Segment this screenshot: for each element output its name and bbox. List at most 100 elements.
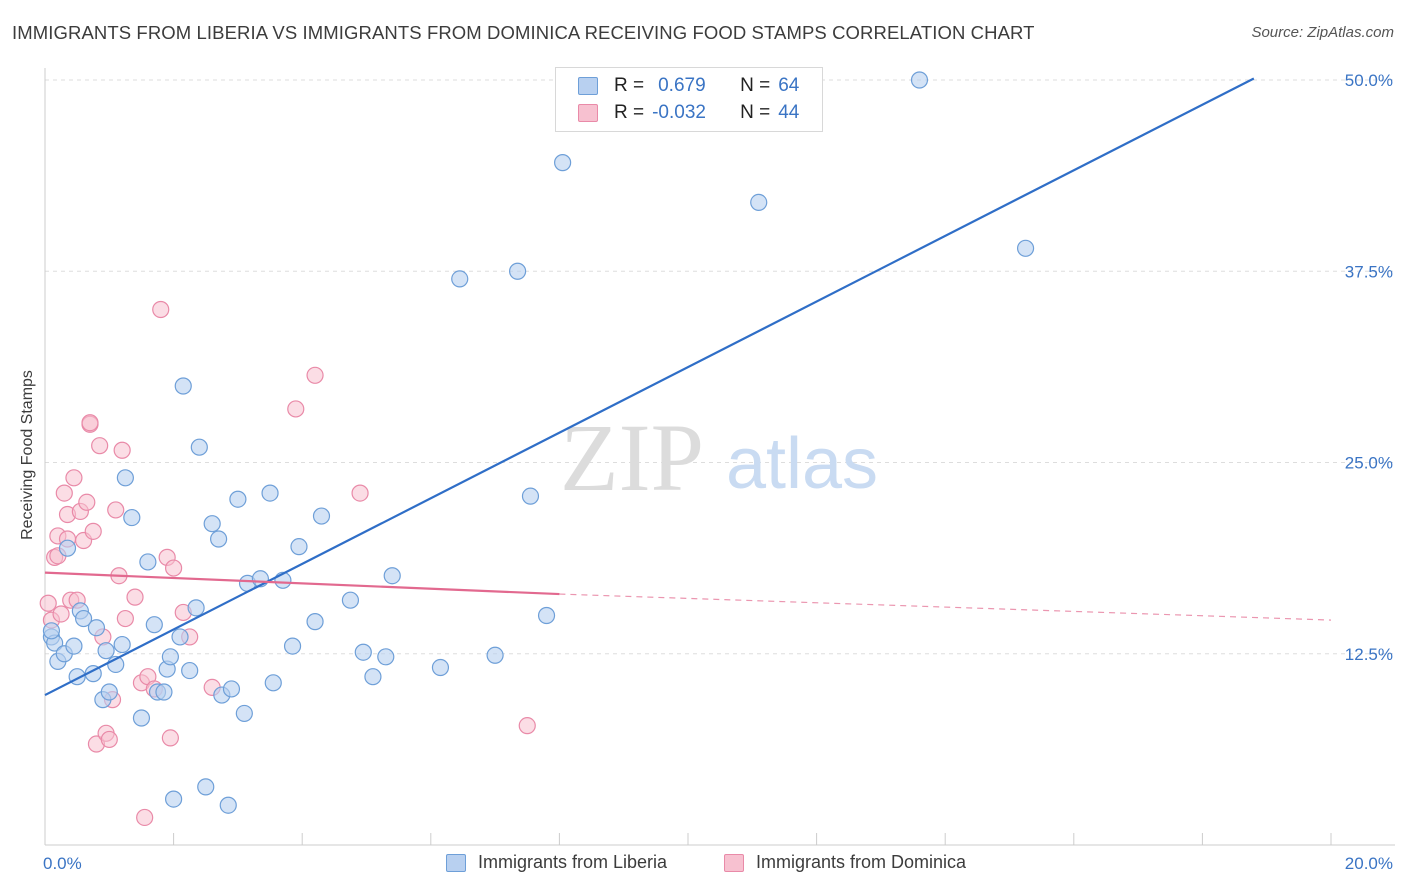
liberia-point xyxy=(42,622,61,640)
liberia-point xyxy=(187,599,205,617)
liberia-point xyxy=(306,613,324,631)
liberia-point xyxy=(341,591,360,609)
n-label: N = xyxy=(740,102,771,123)
liberia-point xyxy=(509,262,527,280)
r-label: R = xyxy=(614,102,645,123)
liberia-point xyxy=(264,674,282,692)
liberia-point xyxy=(431,658,450,677)
dominica-point xyxy=(287,400,305,418)
y-tick-label: 25.0% xyxy=(1345,454,1393,473)
chart-source: Source: ZipAtlas.com xyxy=(1251,24,1394,41)
legend-row-liberia: R = 0.679 N = 64 xyxy=(578,73,799,99)
liberia-point xyxy=(219,796,237,814)
legend-item-liberia[interactable]: Immigrants from Liberia xyxy=(446,852,667,873)
legend-label-dominica: Immigrants from Dominica xyxy=(756,852,967,872)
dominica-point xyxy=(136,808,154,827)
dominica-point xyxy=(116,609,134,628)
dominica-legend-icon xyxy=(724,853,744,872)
liberia-point xyxy=(174,377,192,395)
dominica-point xyxy=(518,717,536,735)
liberia-point xyxy=(229,490,247,508)
liberia-point xyxy=(750,193,768,211)
y-tick-label: 50.0% xyxy=(1345,71,1393,90)
dominica-point xyxy=(84,522,102,540)
liberia-point xyxy=(210,530,228,548)
grid xyxy=(45,79,1395,655)
dominica-point xyxy=(81,414,99,432)
liberia-point xyxy=(383,567,401,585)
liberia-point xyxy=(1016,239,1035,257)
liberia-point xyxy=(222,680,241,698)
liberia-point xyxy=(486,646,504,664)
liberia-point xyxy=(312,507,331,525)
liberia-point xyxy=(537,606,556,625)
liberia-point xyxy=(554,154,572,172)
dominica-trend-line xyxy=(44,571,560,596)
liberia-point xyxy=(87,619,106,637)
r-value: 0.679 xyxy=(658,75,706,96)
liberia-point xyxy=(123,508,141,527)
watermark: ZIP atlas xyxy=(560,404,878,511)
liberia-point xyxy=(181,661,199,680)
liberia-point xyxy=(290,538,308,556)
r-value: -0.032 xyxy=(652,102,706,123)
liberia-point xyxy=(74,609,93,628)
n-value: 64 xyxy=(778,75,800,96)
liberia-point xyxy=(145,616,163,634)
y-tick-label: 12.5% xyxy=(1345,645,1393,664)
liberia-point xyxy=(139,553,157,571)
liberia-point xyxy=(113,635,131,654)
tick-labels: 12.5% 25.0% 37.5% 50.0% 0.0% 20.0% xyxy=(43,71,1393,873)
liberia-point xyxy=(283,637,302,655)
dominica-point xyxy=(165,559,183,577)
dominica-point xyxy=(65,469,83,487)
watermark-zip: ZIP xyxy=(560,404,704,511)
series-liberia xyxy=(42,71,1035,814)
liberia-point xyxy=(155,683,173,701)
axes xyxy=(44,68,1395,846)
dominica-point xyxy=(55,484,73,502)
dominica-point xyxy=(78,493,96,511)
dominica-point xyxy=(152,300,170,319)
n-value: 44 xyxy=(778,102,800,123)
x-tick-label: 20.0% xyxy=(1345,854,1393,873)
liberia-point xyxy=(521,487,540,505)
series-dominica xyxy=(39,300,536,827)
liberia-swatch-icon xyxy=(578,77,598,95)
liberia-point xyxy=(132,709,151,727)
legend-item-dominica[interactable]: Immigrants from Dominica xyxy=(724,852,966,873)
dominica-point xyxy=(91,437,109,455)
dominica-point xyxy=(100,730,118,749)
dominica-trend-line-dashed xyxy=(559,593,1332,621)
r-label: R = xyxy=(614,75,645,96)
dominica-point xyxy=(161,729,179,747)
liberia-point xyxy=(261,484,279,502)
dominica-point xyxy=(107,501,125,519)
liberia-point xyxy=(65,637,83,655)
liberia-point xyxy=(171,628,189,646)
liberia-point xyxy=(364,668,382,686)
liberia-point xyxy=(161,648,179,666)
trend-lines xyxy=(44,77,1332,697)
stats-legend: R = 0.679 N = 64 R = -0.032 N = 44 xyxy=(555,67,823,132)
liberia-point xyxy=(354,643,372,661)
liberia-point xyxy=(190,438,208,456)
liberia-point xyxy=(197,778,215,796)
dominica-point xyxy=(39,594,57,612)
liberia-point xyxy=(451,270,469,288)
liberia-point xyxy=(100,683,118,701)
legend-row-dominica: R = -0.032 N = 44 xyxy=(578,100,799,126)
liberia-point xyxy=(235,704,253,723)
liberia-point xyxy=(203,515,221,533)
legend-label-liberia: Immigrants from Liberia xyxy=(478,852,668,872)
liberia-trend-line xyxy=(44,77,1255,697)
liberia-point xyxy=(58,539,77,557)
liberia-point xyxy=(377,648,395,666)
liberia-legend-icon xyxy=(446,853,466,872)
chart-title: IMMIGRANTS FROM LIBERIA VS IMMIGRANTS FR… xyxy=(12,22,1035,43)
liberia-point xyxy=(97,642,115,660)
n-label: N = xyxy=(740,75,771,96)
dominica-point xyxy=(126,588,144,606)
watermark-atlas: atlas xyxy=(726,424,878,504)
